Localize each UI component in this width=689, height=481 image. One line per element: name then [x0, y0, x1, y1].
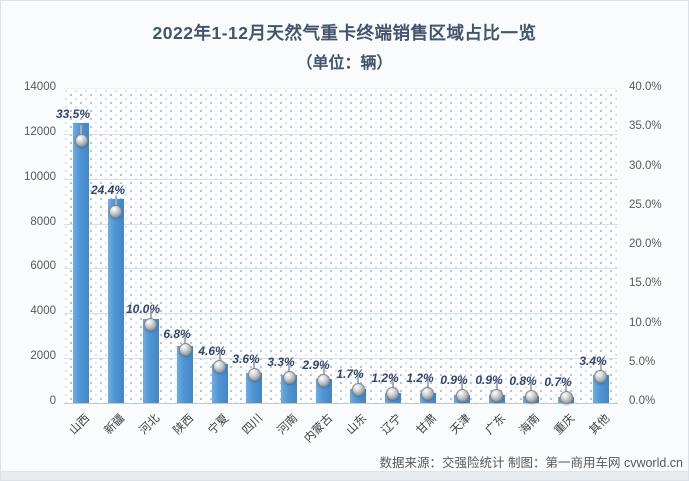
marker-stem: [427, 379, 429, 389]
share-label: 0.9%: [475, 373, 503, 387]
marker-stem: [184, 335, 186, 345]
bar-河北: [143, 319, 159, 403]
share-marker: [248, 368, 261, 381]
marker-stem: [253, 360, 255, 370]
y-axis-tick-left: 4000: [30, 305, 56, 317]
gridline: [64, 134, 618, 135]
share-label: 4.6%: [198, 344, 226, 358]
share-marker: [386, 387, 399, 400]
share-label: 1.7%: [336, 367, 364, 381]
marker-stem: [530, 382, 532, 392]
bar-陕西: [177, 346, 193, 403]
gridline: [64, 179, 618, 180]
y-axis-tick-right: 25.0%: [629, 199, 662, 211]
gridline: [64, 403, 618, 404]
marker-stem: [357, 375, 359, 385]
share-label: 3.3%: [267, 355, 295, 369]
marker-stem: [496, 381, 498, 391]
share-label: 10.0%: [125, 302, 161, 316]
plot-area: 33.5% 24.4% 10.0% 6.8% 4.6% 3.6% 3.3% 2.9% 1.7% 1…: [56, 88, 618, 404]
y-axis-tick-right: 15.0%: [629, 277, 662, 289]
y-axis-tick-right: 30.0%: [629, 160, 662, 172]
marker-stem: [115, 196, 117, 206]
marker-stem: [565, 383, 567, 393]
y-axis-tick-right: 20.0%: [629, 238, 662, 250]
share-label: 0.9%: [440, 373, 468, 387]
share-label: 6.8%: [163, 327, 191, 341]
share-marker: [490, 389, 503, 402]
share-marker: [317, 374, 330, 387]
share-marker: [421, 387, 434, 400]
marker-stem: [600, 361, 602, 371]
y-axis-tick-right: 40.0%: [629, 81, 662, 93]
share-marker: [109, 205, 122, 218]
share-label: 3.6%: [232, 352, 260, 366]
share-label: 1.2%: [371, 371, 399, 385]
y-axis-tick-right: 10.0%: [629, 317, 662, 329]
gridline: [64, 313, 618, 314]
y-axis-tick-left: 12000: [24, 126, 56, 138]
marker-stem: [288, 362, 290, 372]
share-marker: [352, 383, 365, 396]
marker-stem: [392, 379, 394, 389]
share-marker: [144, 318, 157, 331]
y-axis-tick-right: 5.0%: [629, 356, 656, 368]
y-axis-tick-left: 14000: [24, 81, 56, 93]
share-label: 3.4%: [579, 354, 607, 368]
bar-山西: [73, 123, 89, 403]
share-label: 33.5%: [55, 107, 91, 121]
y-axis-tick-right: 0.0%: [629, 395, 656, 407]
share-label: 2.9%: [302, 358, 330, 372]
marker-stem: [219, 352, 221, 362]
bar-四川: [246, 373, 262, 403]
marker-stem: [461, 381, 463, 391]
marker-stem: [80, 125, 82, 135]
bottom-strip: [1, 471, 688, 480]
chart-title-line1: 2022年1-12月天然气重卡终端销售区域占比一览: [152, 23, 537, 43]
y-axis-tick-right: 35.0%: [629, 120, 662, 132]
y-axis-tick-left: 2000: [30, 350, 56, 362]
share-marker: [525, 390, 538, 403]
share-marker: [560, 391, 573, 404]
chart-title: 2022年1-12月天然气重卡终端销售区域占比一览 （单位：辆）: [1, 20, 688, 73]
chart-title-unit: （单位：辆）: [296, 55, 393, 72]
gridline: [64, 358, 618, 359]
share-marker: [456, 389, 469, 402]
share-label: 1.2%: [406, 371, 434, 385]
source-note: 数据来源：交强险统计 制图：第一商用车网 cvworld.cn: [379, 456, 684, 470]
y-axis-tick-left: 10000: [24, 171, 56, 183]
bar-新疆: [108, 199, 124, 403]
marker-stem: [150, 310, 152, 320]
gridline: [64, 224, 618, 225]
share-marker: [283, 371, 296, 384]
share-marker: [179, 343, 192, 356]
share-label: 24.4%: [90, 183, 126, 197]
share-marker: [213, 360, 226, 373]
y-axis-tick-left: 0: [49, 395, 56, 407]
share-label: 0.8%: [509, 374, 537, 388]
bar-宁夏: [212, 364, 228, 403]
marker-stem: [323, 365, 325, 375]
gridline: [64, 268, 618, 269]
y-axis-tick-left: 6000: [30, 260, 56, 272]
y-axis-tick-left: 8000: [30, 216, 56, 228]
share-label: 0.7%: [544, 375, 572, 389]
share-marker: [594, 370, 607, 383]
share-marker: [75, 134, 88, 147]
